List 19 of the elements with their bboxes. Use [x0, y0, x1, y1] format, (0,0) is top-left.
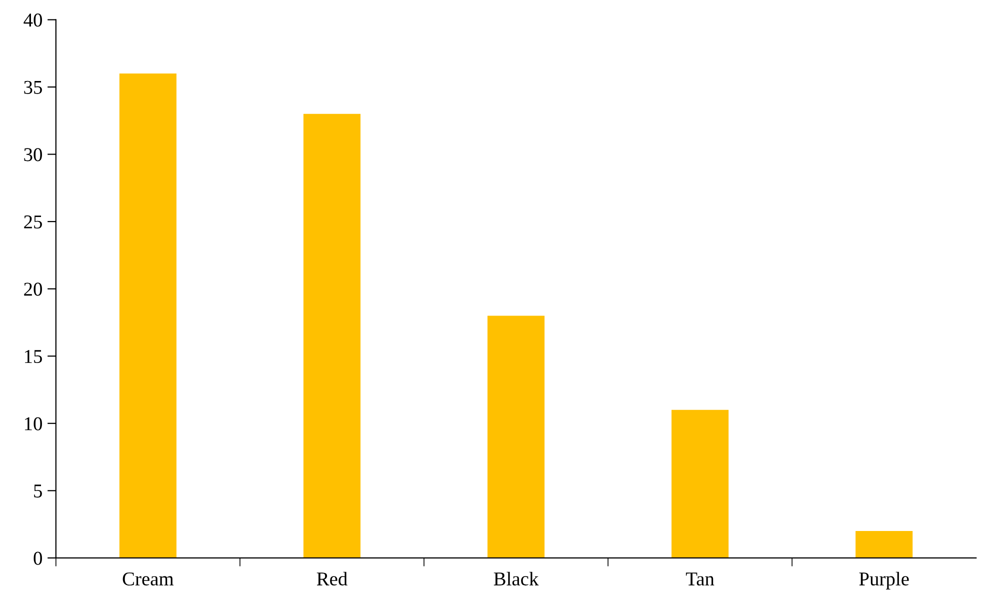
y-tick-label: 15: [24, 350, 42, 364]
bar: [856, 531, 913, 558]
x-tick-label: Purple: [859, 572, 909, 590]
y-tick-label: 10: [24, 417, 42, 430]
bar: [303, 114, 360, 558]
y-tick-label: 30: [24, 148, 42, 162]
y-tick-label: 25: [24, 215, 42, 228]
bar: [672, 410, 729, 558]
y-tick-label: 20: [24, 282, 42, 296]
y-tick-label: 40: [24, 14, 42, 27]
y-tick-label: 0: [34, 552, 42, 565]
x-tick-label: Cream: [122, 572, 174, 586]
x-tick-label: Black: [494, 572, 539, 586]
bar: [487, 316, 545, 558]
x-tick-label: Red: [316, 572, 348, 586]
x-tick-label: Tan: [686, 572, 714, 586]
y-tick-label: 5: [34, 484, 42, 498]
bar: [119, 74, 176, 558]
y-tick-label: 35: [24, 80, 42, 94]
